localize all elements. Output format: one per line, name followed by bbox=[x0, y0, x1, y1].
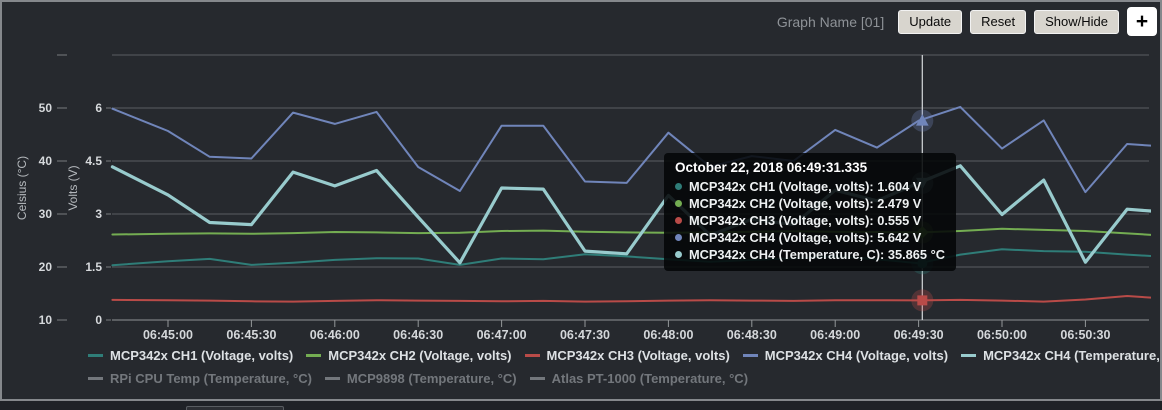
update-button[interactable]: Update bbox=[898, 9, 963, 34]
legend-item-label: MCP342x CH1 (Voltage, volts) bbox=[110, 348, 294, 363]
legend-swatch-icon bbox=[88, 354, 103, 357]
tooltip-row: MCP342x CH2 (Voltage, volts): 2.479 V bbox=[675, 195, 945, 212]
svg-text:06:48:00: 06:48:00 bbox=[643, 328, 693, 342]
svg-text:06:47:30: 06:47:30 bbox=[560, 328, 610, 342]
svg-text:06:45:00: 06:45:00 bbox=[143, 328, 193, 342]
legend-swatch-icon bbox=[742, 354, 758, 357]
svg-text:3: 3 bbox=[95, 207, 102, 221]
tooltip-row: MCP342x CH3 (Voltage, volts): 0.555 V bbox=[675, 212, 945, 229]
legend-item-label: MCP9898 (Temperature, °C) bbox=[346, 371, 517, 386]
crosshair-marker-mcp342x-ch3-voltage-volts bbox=[917, 295, 928, 306]
svg-text:06:46:30: 06:46:30 bbox=[393, 328, 443, 342]
legend-swatch-icon bbox=[961, 354, 977, 357]
tooltip-row-text: MCP342x CH2 (Voltage, volts): 2.479 V bbox=[689, 196, 922, 211]
crosshair-marker-mcp342x-ch4-voltage-volts bbox=[915, 114, 929, 126]
x-axis-ticks: 06:45:00 06:45:30 06:46:00 06:46:30 06:47:00… bbox=[143, 320, 1110, 342]
series-dot-icon bbox=[675, 200, 682, 207]
legend-item-mcp342x-ch1-voltage-volts[interactable]: MCP342x CH1 (Voltage, volts) bbox=[88, 348, 293, 363]
tooltip-row: MCP342x CH4 (Temperature, C): 35.865 °C bbox=[675, 246, 945, 263]
legend-item-label: MCP342x CH4 (Temperature, C) bbox=[983, 348, 1162, 363]
svg-text:06:45:30: 06:45:30 bbox=[226, 328, 276, 342]
add-graph-button[interactable]: + bbox=[1127, 7, 1157, 36]
svg-text:20: 20 bbox=[39, 260, 53, 274]
legend-item-mcp342x-ch3-voltage-volts[interactable]: MCP342x CH3 (Voltage, volts) bbox=[524, 348, 730, 363]
offscreen-element-below-graph bbox=[186, 406, 284, 410]
tooltip-row-text: MCP342x CH4 (Temperature, C): 35.865 °C bbox=[689, 247, 945, 262]
chart-tooltip: October 22, 2018 06:49:31.335 MCP342x CH… bbox=[664, 153, 956, 271]
graph-toolbar: Graph Name [01] Update Reset Show/Hide + bbox=[777, 7, 1157, 36]
series-dot-icon bbox=[675, 183, 682, 190]
svg-text:30: 30 bbox=[39, 207, 53, 221]
tooltip-row: MCP342x CH4 (Voltage, volts): 5.642 V bbox=[675, 229, 945, 246]
legend-item-label: MCP342x CH3 (Voltage, volts) bbox=[546, 348, 730, 363]
series-dot-icon bbox=[675, 217, 682, 224]
legend-item-label: RPi CPU Temp (Temperature, °C) bbox=[110, 371, 312, 386]
graph-title: Graph Name [01] bbox=[776, 13, 885, 30]
svg-text:10: 10 bbox=[39, 313, 53, 327]
series-line-mcp342x-ch1-voltage-volts[interactable] bbox=[111, 248, 1162, 267]
svg-text:6: 6 bbox=[95, 101, 102, 115]
legend-item-atlas-pt-1000-temperature-c[interactable]: Atlas PT-1000 (Temperature, °C) bbox=[529, 371, 749, 386]
y-gridlines bbox=[112, 54, 1149, 321]
series-dot-icon bbox=[675, 234, 682, 241]
y-axis-labels: 10 20 30 40 50 0 1.5 3 4.5 6 bbox=[39, 54, 111, 327]
svg-text:40: 40 bbox=[39, 154, 53, 168]
svg-text:50: 50 bbox=[39, 101, 53, 115]
series-dot-icon bbox=[675, 251, 682, 258]
series-line-mcp342x-ch2-voltage-volts[interactable] bbox=[111, 227, 1162, 236]
series-line-mcp342x-ch4-voltage-volts[interactable] bbox=[111, 105, 1162, 194]
tooltip-row-text: MCP342x CH4 (Voltage, volts): 5.642 V bbox=[689, 230, 922, 245]
svg-text:1.5: 1.5 bbox=[85, 260, 102, 274]
svg-text:06:50:30: 06:50:30 bbox=[1060, 328, 1110, 342]
legend-swatch-icon bbox=[524, 354, 540, 357]
tooltip-row-text: MCP342x CH1 (Voltage, volts): 1.604 V bbox=[689, 179, 922, 194]
chart-plot-area[interactable]: 10 20 30 40 50 0 1.5 3 4.5 6 Celsius (°C) Volts (V)… bbox=[2, 2, 1162, 403]
legend-item-mcp342x-ch2-voltage-volts[interactable]: MCP342x CH2 (Voltage, volts) bbox=[306, 348, 512, 363]
svg-text:0: 0 bbox=[95, 313, 102, 327]
legend-item-label: MCP342x CH4 (Voltage, volts) bbox=[764, 348, 949, 363]
legend-swatch-icon bbox=[306, 354, 322, 357]
svg-text:06:49:00: 06:49:00 bbox=[810, 328, 860, 342]
svg-text:06:50:00: 06:50:00 bbox=[977, 328, 1027, 342]
reset-button[interactable]: Reset bbox=[970, 9, 1027, 34]
legend-item-label: MCP342x CH2 (Voltage, volts) bbox=[328, 348, 512, 363]
tooltip-rows: MCP342x CH1 (Voltage, volts): 1.604 V MCP… bbox=[675, 178, 945, 263]
legend-item-mcp342x-ch4-temperature-c[interactable]: MCP342x CH4 (Temperature, C) bbox=[961, 348, 1162, 363]
svg-text:06:47:00: 06:47:00 bbox=[477, 328, 527, 342]
svg-text:06:46:00: 06:46:00 bbox=[310, 328, 360, 342]
y-axis-titles: Celsius (°C) Volts (V) bbox=[15, 156, 80, 220]
legend-disabled-row: RPi CPU Temp (Temperature, °C) MCP9898 (T… bbox=[88, 371, 748, 386]
series-line-mcp342x-ch3-voltage-volts[interactable] bbox=[111, 295, 1162, 303]
series-line-mcp342x-ch4-temperature-c[interactable] bbox=[110, 164, 1162, 265]
legend-item-rpi-cpu-temp-temperature-c[interactable]: RPi CPU Temp (Temperature, °C) bbox=[88, 371, 312, 386]
celsius-axis-title: Celsius (°C) bbox=[15, 156, 29, 220]
svg-text:4.5: 4.5 bbox=[85, 154, 102, 168]
legend-item-label: Atlas PT-1000 (Temperature, °C) bbox=[551, 371, 749, 386]
tooltip-row: MCP342x CH1 (Voltage, volts): 1.604 V bbox=[675, 178, 945, 195]
volts-axis-title: Volts (V) bbox=[66, 165, 80, 210]
svg-text:06:48:30: 06:48:30 bbox=[727, 328, 777, 342]
tooltip-row-text: MCP342x CH3 (Voltage, volts): 0.555 V bbox=[689, 213, 922, 228]
series-lines bbox=[110, 105, 1162, 303]
legend-swatch-icon bbox=[324, 377, 340, 380]
legend-active-row: MCP342x CH1 (Voltage, volts) MCP342x CH2 … bbox=[88, 348, 1162, 363]
legend-item-mcp342x-ch4-voltage-volts[interactable]: MCP342x CH4 (Voltage, volts) bbox=[742, 348, 949, 363]
legend-swatch-icon bbox=[88, 377, 103, 380]
svg-text:06:49:30: 06:49:30 bbox=[894, 328, 944, 342]
legend-swatch-icon bbox=[529, 377, 545, 380]
show-hide-button[interactable]: Show/Hide bbox=[1034, 9, 1119, 34]
tooltip-timestamp: October 22, 2018 06:49:31.335 bbox=[675, 160, 868, 175]
legend-item-mcp9898-temperature-c[interactable]: MCP9898 (Temperature, °C) bbox=[324, 371, 517, 386]
graph-widget: Graph Name [01] Update Reset Show/Hide +… bbox=[0, 0, 1162, 401]
